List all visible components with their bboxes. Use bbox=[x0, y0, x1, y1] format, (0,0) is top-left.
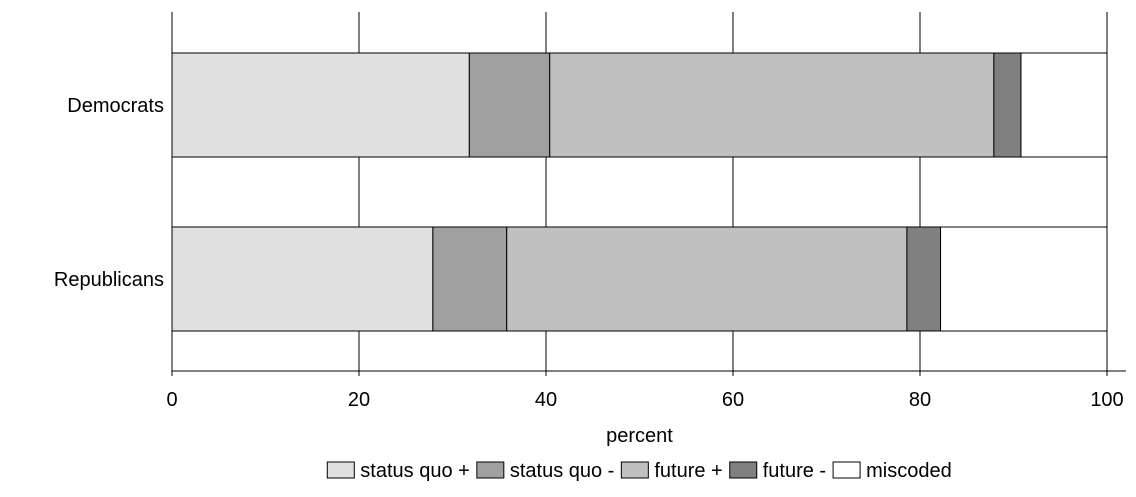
bar-segment bbox=[506, 226, 908, 332]
bar-segment bbox=[906, 226, 942, 332]
category-label: Democrats bbox=[67, 95, 164, 117]
x-tick-label: 60 bbox=[722, 389, 744, 411]
bar-segment bbox=[432, 226, 508, 332]
bar-segment bbox=[1020, 52, 1108, 158]
legend: status quo + status quo - future + future -… bbox=[326, 460, 952, 482]
legend-swatch bbox=[729, 461, 758, 479]
legend-swatch bbox=[832, 461, 861, 479]
category-labels: Democrats Republicans bbox=[54, 95, 164, 291]
category-label: Republicans bbox=[54, 269, 164, 291]
legend-label: status quo - bbox=[510, 460, 615, 482]
x-tick-label: 20 bbox=[348, 389, 370, 411]
legend-label: future + bbox=[654, 460, 722, 482]
x-axis-title: percent bbox=[606, 425, 673, 447]
x-tick-label: 100 bbox=[1090, 389, 1123, 411]
bar-segment bbox=[468, 52, 551, 158]
legend-label: future - bbox=[763, 460, 826, 482]
x-tick-label: 40 bbox=[535, 389, 557, 411]
bar-segment bbox=[549, 52, 995, 158]
bar-segment bbox=[993, 52, 1022, 158]
legend-label: status quo + bbox=[360, 460, 470, 482]
bar-segment bbox=[171, 52, 470, 158]
legend-label: miscoded bbox=[866, 460, 952, 482]
bars bbox=[171, 52, 1108, 332]
legend-swatch bbox=[326, 461, 355, 479]
legend-swatch bbox=[620, 461, 649, 479]
bar-segment bbox=[171, 226, 434, 332]
x-axis: 0 20 40 60 80 100 bbox=[166, 370, 1126, 411]
bar-segment bbox=[940, 226, 1108, 332]
legend-swatch bbox=[476, 461, 505, 479]
x-tick-label: 80 bbox=[909, 389, 931, 411]
x-tick-label: 0 bbox=[166, 389, 177, 411]
